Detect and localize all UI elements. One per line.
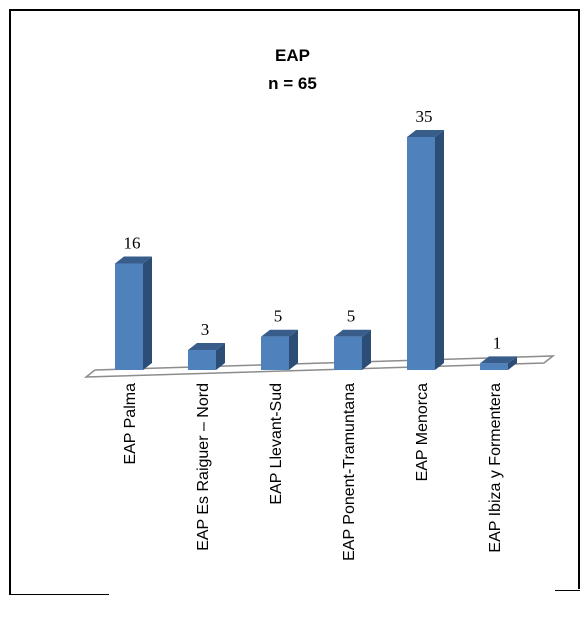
bar (480, 356, 517, 370)
bar-top (407, 130, 444, 137)
bar-side (289, 329, 298, 370)
bar-side (362, 329, 371, 370)
bar-top (261, 329, 298, 337)
bar-top (480, 356, 517, 364)
bar-top (188, 343, 225, 351)
frame-border-bottom-right (555, 590, 580, 591)
bar-side (216, 343, 225, 370)
bar (407, 130, 444, 370)
bar (261, 329, 298, 370)
bar-front (407, 137, 435, 370)
bar-side (143, 256, 152, 370)
data-label: 5 (347, 307, 356, 326)
bar (115, 256, 152, 370)
tick-label: EAP Llevant-Sud (268, 383, 285, 505)
data-label: 5 (274, 307, 283, 326)
tick-label: EAP Menorca (414, 383, 431, 482)
data-label: 16 (124, 233, 141, 252)
chart-title: EAP (275, 46, 310, 65)
bar-front (480, 363, 508, 370)
frame-border-right (578, 9, 580, 589)
bar-front (188, 350, 216, 370)
bar-front (115, 263, 143, 370)
frame-border-bottom-left (9, 594, 109, 595)
bar (188, 343, 225, 370)
tick-label: EAP Ponent-Tramuntana (341, 383, 358, 561)
bar-side (435, 130, 444, 370)
bar-top (334, 329, 371, 337)
data-label: 35 (416, 107, 433, 126)
tick-label: EAP Palma (122, 383, 139, 465)
frame-border-left (9, 9, 11, 595)
chart-title-block: EAP n = 65 (0, 42, 585, 98)
bar-top (115, 256, 152, 264)
chart-subtitle: n = 65 (268, 74, 317, 93)
bar-front (334, 336, 362, 370)
bar-side (508, 356, 517, 370)
frame-border-top (9, 9, 580, 11)
tick-label: EAP Es Raiguer – Nord (195, 383, 212, 551)
data-label: 3 (201, 320, 210, 339)
bar-front (261, 336, 289, 370)
tick-label: EAP Ibiza y Formentera (487, 383, 504, 553)
data-label: 1 (493, 333, 502, 352)
bar (334, 329, 371, 370)
